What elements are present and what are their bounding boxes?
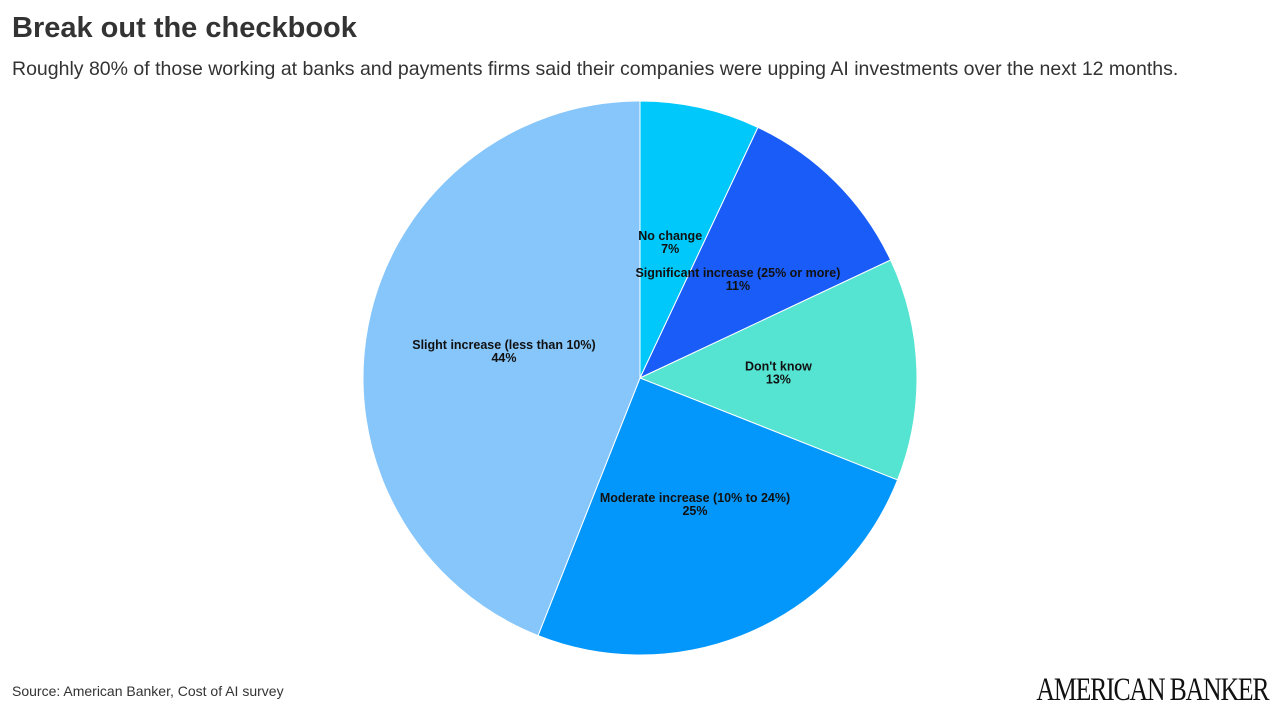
chart-title: Break out the checkbook — [12, 12, 357, 44]
american-banker-logo: AMERICAN BANKER — [1035, 672, 1269, 708]
pie-slice-slight-increase-less-than-10 — [362, 100, 641, 637]
pie-slice-significant-increase-25-or-more — [638, 126, 892, 380]
chart-subtitle: Roughly 80% of those working at banks an… — [12, 58, 1179, 80]
source-note: Source: American Banker, Cost of AI surv… — [12, 683, 284, 699]
slice-value-significant-increase-25-or-more: 11% — [726, 279, 750, 293]
slice-label-slight-increase-less-than-10: Slight increase (less than 10%) — [412, 338, 595, 352]
slice-label-moderate-increase-10-to-24: Moderate increase (10% to 24%) — [600, 491, 790, 505]
pie-slices — [362, 100, 918, 656]
pie-slice-no-change — [639, 100, 759, 379]
slice-label-no-change: No change — [638, 229, 702, 243]
slice-label-significant-increase-25-or-more: Significant increase (25% or more) — [635, 266, 840, 280]
slice-value-moderate-increase-10-to-24: 25% — [682, 504, 707, 518]
pie-slice-don-t-know — [638, 259, 918, 481]
slice-value-slight-increase-less-than-10: 44% — [491, 351, 516, 365]
slice-value-don-t-know: 13% — [766, 373, 791, 387]
slice-value-no-change: 7% — [661, 242, 679, 256]
slice-label-don-t-know: Don't know — [745, 360, 812, 374]
pie-slice-moderate-increase-10-to-24 — [537, 377, 899, 656]
